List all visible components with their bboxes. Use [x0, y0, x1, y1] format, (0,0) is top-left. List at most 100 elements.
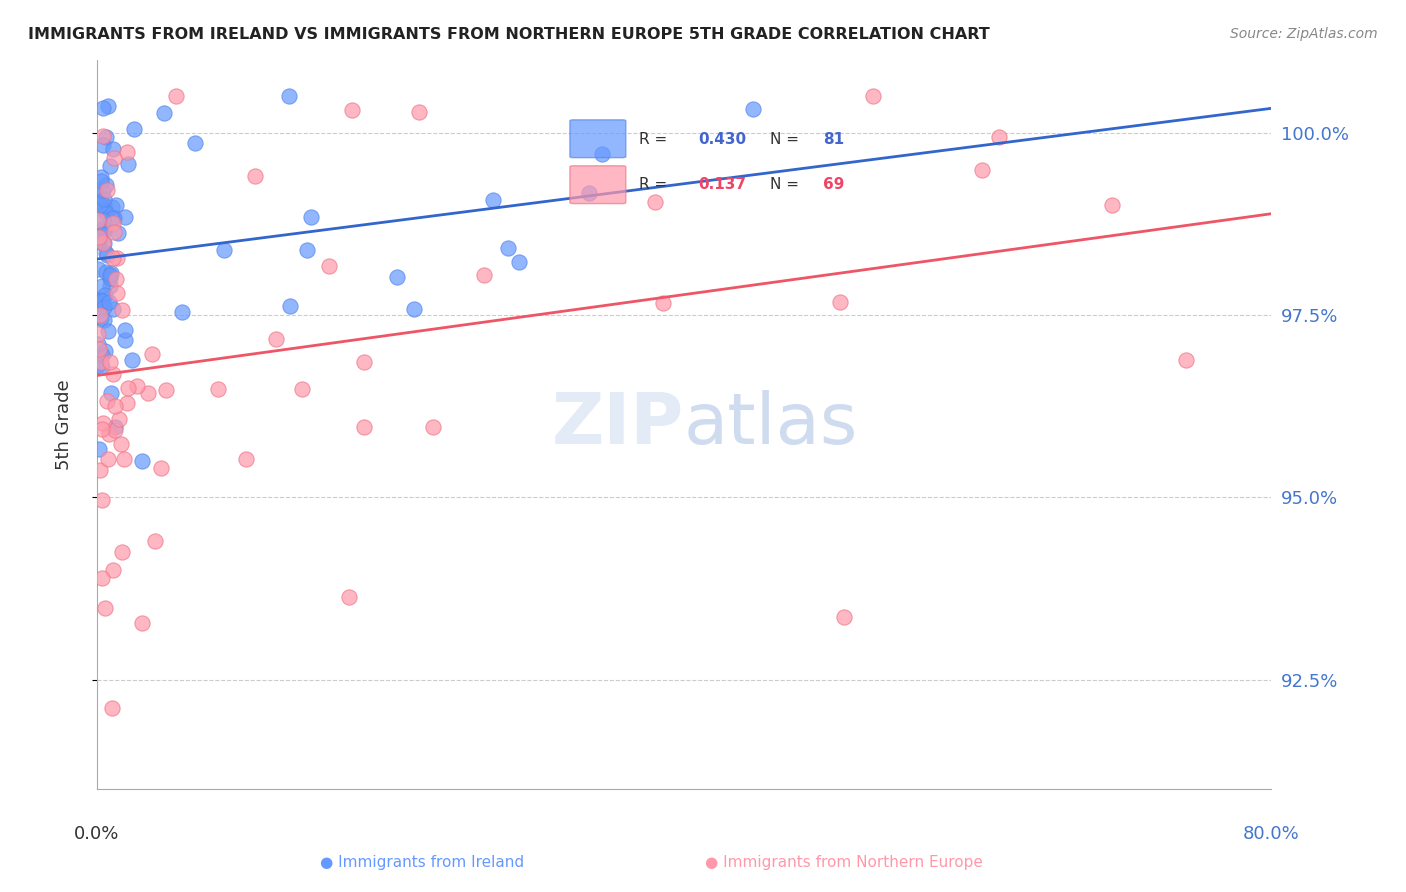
Point [89, 235, 111, 250]
Point [243, 169, 266, 183]
Point [90, 293, 112, 308]
Point [299, 210, 322, 224]
Point [98, 159, 121, 173]
Point [112, 451, 135, 466]
Point [101, 211, 124, 226]
Point [103, 151, 125, 165]
Point [496, 242, 519, 256]
Point [87, 337, 110, 351]
Point [93, 221, 115, 235]
Point [472, 268, 495, 283]
Point [153, 106, 176, 120]
Point [94, 601, 117, 615]
Point [110, 303, 132, 318]
Point [207, 382, 229, 396]
Point [98, 355, 121, 369]
Point [93, 198, 115, 212]
Point [101, 216, 124, 230]
Point [105, 285, 128, 300]
Point [970, 163, 993, 178]
Point [172, 305, 194, 319]
Point [94, 129, 117, 144]
Point [422, 419, 444, 434]
Point [87, 442, 110, 457]
Point [96, 393, 118, 408]
Point [90, 422, 112, 436]
Point [266, 332, 288, 346]
Point [104, 423, 127, 437]
Point [101, 367, 124, 381]
Point [89, 463, 111, 477]
Point [91, 571, 114, 585]
Point [107, 226, 129, 240]
Point [91, 279, 114, 293]
Point [90, 174, 112, 188]
Y-axis label: 5th Grade: 5th Grade [55, 379, 73, 469]
Point [278, 89, 301, 103]
Point [94, 246, 117, 260]
Point [94, 203, 117, 218]
Point [87, 213, 110, 227]
Point [98, 426, 121, 441]
Text: ● Immigrants from Northern Europe: ● Immigrants from Northern Europe [704, 855, 983, 870]
Point [86, 293, 108, 308]
Point [90, 310, 112, 325]
Text: ZIP: ZIP [551, 390, 685, 458]
Point [91, 492, 114, 507]
Point [93, 300, 115, 314]
Point [353, 419, 375, 434]
Point [101, 701, 124, 715]
Point [212, 244, 235, 258]
Point [100, 266, 122, 280]
Point [87, 358, 110, 372]
Point [89, 296, 111, 310]
Point [91, 213, 114, 227]
Point [96, 325, 118, 339]
Point [87, 233, 110, 247]
Point [93, 313, 115, 327]
Point [91, 348, 114, 362]
Point [291, 382, 314, 396]
Point [104, 272, 127, 286]
Point [91, 128, 114, 143]
Point [280, 299, 302, 313]
Point [110, 437, 132, 451]
Point [96, 206, 118, 220]
Point [862, 89, 884, 103]
Point [141, 347, 163, 361]
Point [578, 186, 600, 200]
Point [103, 301, 125, 316]
Text: 0.0%: 0.0% [75, 825, 120, 844]
Point [89, 198, 111, 212]
Text: atlas: atlas [685, 390, 859, 458]
Point [122, 122, 145, 136]
Point [100, 386, 122, 401]
Point [114, 323, 136, 337]
Point [96, 183, 118, 197]
Point [96, 248, 118, 262]
Text: Source: ZipAtlas.com: Source: ZipAtlas.com [1230, 27, 1378, 41]
Point [94, 344, 117, 359]
Point [339, 590, 361, 604]
Point [87, 262, 110, 277]
Point [87, 229, 110, 244]
Point [90, 355, 112, 369]
Point [165, 89, 187, 103]
Point [90, 222, 112, 236]
Point [318, 259, 340, 273]
Point [93, 192, 115, 206]
Point [117, 157, 139, 171]
Point [101, 142, 124, 156]
Point [86, 229, 108, 244]
Point [125, 378, 148, 392]
Point [90, 170, 112, 185]
Point [100, 268, 122, 282]
Point [91, 101, 114, 115]
Point [91, 359, 114, 374]
Point [644, 194, 666, 209]
Point [1174, 353, 1197, 368]
Point [353, 354, 375, 368]
Point [89, 308, 111, 322]
Point [235, 452, 257, 467]
Point [101, 251, 124, 265]
